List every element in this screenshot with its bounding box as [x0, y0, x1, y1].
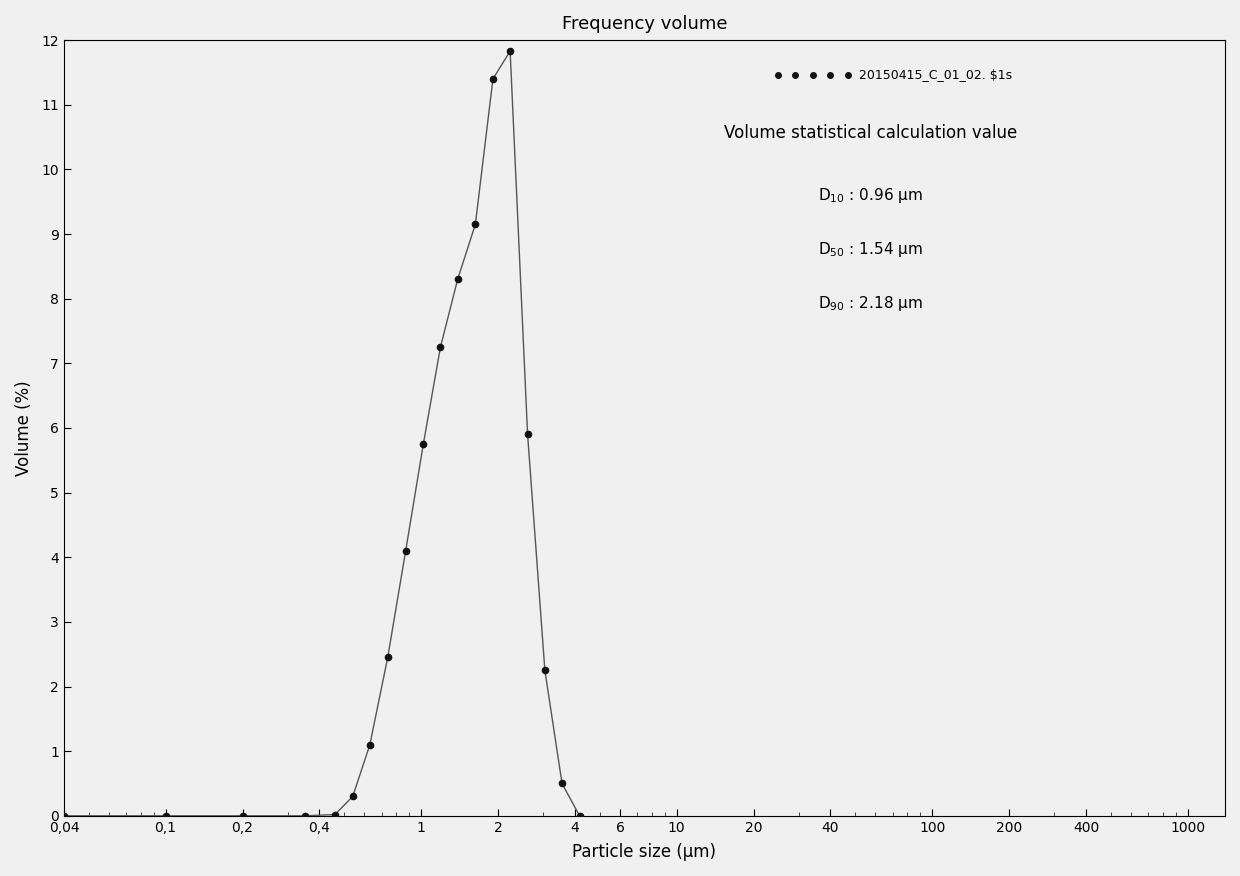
Text: 20150415_C_01_02. $1s: 20150415_C_01_02. $1s — [859, 68, 1012, 81]
Text: D$_{90}$ : 2.18 μm: D$_{90}$ : 2.18 μm — [818, 294, 924, 314]
Text: D$_{50}$ : 1.54 μm: D$_{50}$ : 1.54 μm — [818, 240, 924, 259]
X-axis label: Particle size (μm): Particle size (μm) — [573, 843, 717, 861]
Text: D$_{10}$ : 0.96 μm: D$_{10}$ : 0.96 μm — [818, 186, 924, 205]
Text: Volume statistical calculation value: Volume statistical calculation value — [724, 124, 1018, 142]
Title: Frequency volume: Frequency volume — [562, 15, 727, 33]
Y-axis label: Volume (%): Volume (%) — [15, 380, 33, 476]
